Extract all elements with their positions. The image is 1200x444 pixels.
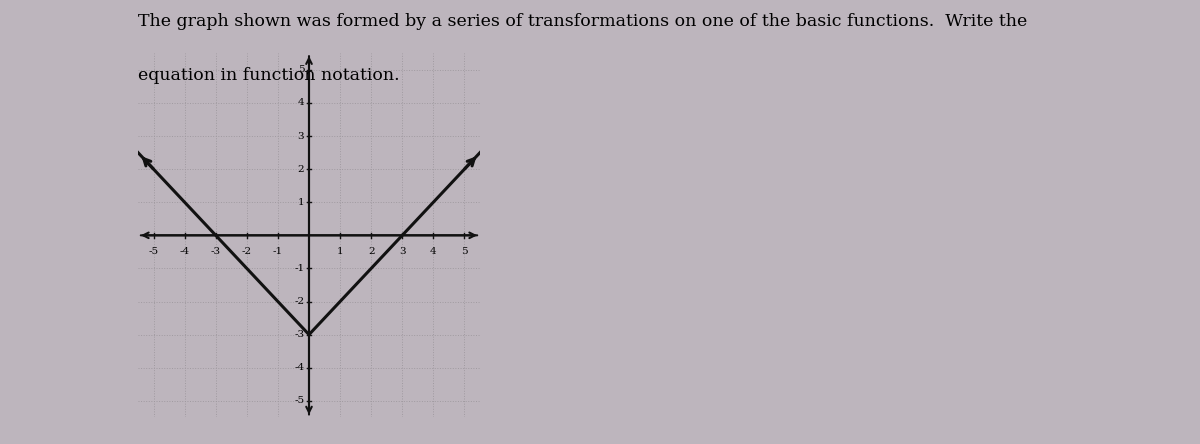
Text: equation in function notation.: equation in function notation.: [138, 67, 400, 83]
Text: 2: 2: [298, 165, 305, 174]
Text: -3: -3: [294, 330, 305, 339]
Text: 3: 3: [398, 247, 406, 256]
Text: 4: 4: [298, 99, 305, 107]
Text: 4: 4: [430, 247, 437, 256]
Text: -2: -2: [241, 247, 252, 256]
Text: -5: -5: [149, 247, 158, 256]
Text: -4: -4: [180, 247, 190, 256]
Text: 1: 1: [337, 247, 343, 256]
Text: -2: -2: [294, 297, 305, 306]
Text: -1: -1: [272, 247, 283, 256]
Text: -1: -1: [294, 264, 305, 273]
Text: -4: -4: [294, 363, 305, 372]
Text: 2: 2: [368, 247, 374, 256]
Text: 5: 5: [461, 247, 468, 256]
Text: 3: 3: [298, 131, 305, 140]
Text: 1: 1: [298, 198, 305, 207]
Text: -5: -5: [294, 396, 305, 405]
Text: -3: -3: [211, 247, 221, 256]
Text: 5: 5: [298, 65, 305, 74]
Text: The graph shown was formed by a series of transformations on one of the basic fu: The graph shown was formed by a series o…: [138, 13, 1027, 30]
